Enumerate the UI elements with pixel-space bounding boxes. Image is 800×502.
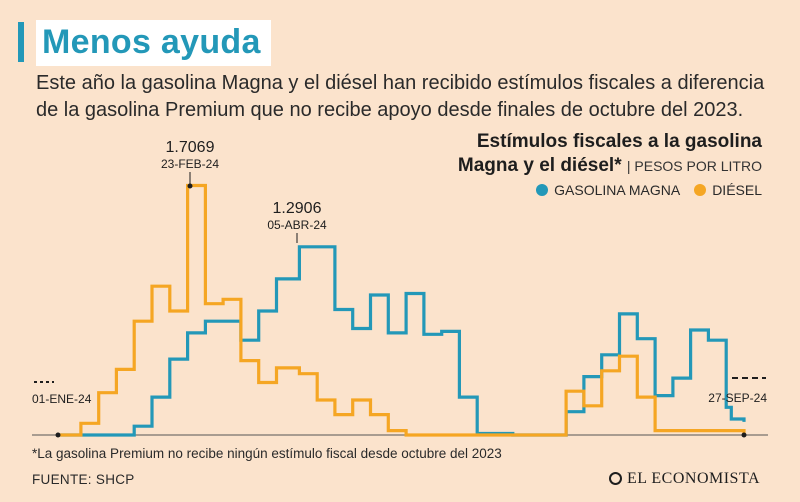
title-accent-bar bbox=[18, 22, 24, 62]
diesel-peak-date: 23-FEB-24 bbox=[161, 157, 219, 171]
chart-title-line1: Estímulos fiscales a la gasolina bbox=[476, 131, 762, 152]
legend-item-diesel: DIÉSEL bbox=[694, 182, 762, 198]
end-label: 27-SEP-24 bbox=[708, 391, 767, 405]
magna-peak-value: 1.2906 bbox=[273, 200, 322, 217]
chart-legend: GASOLINA MAGNA DIÉSEL bbox=[536, 182, 762, 198]
legend-dot-diesel bbox=[694, 184, 707, 196]
chart-unit: | PESOS POR LITRO bbox=[626, 158, 762, 174]
end-point bbox=[741, 432, 747, 438]
start-point bbox=[55, 432, 61, 438]
legend-label-magna: GASOLINA MAGNA bbox=[554, 182, 681, 198]
chart-title: Estímulos fiscales a la gasolina Magna y… bbox=[402, 130, 762, 178]
logo-text: EL ECONOMISTA bbox=[626, 470, 760, 487]
series-layer bbox=[58, 183, 746, 437]
logo-icon bbox=[608, 471, 622, 485]
legend-label-diesel: DIÉSEL bbox=[712, 182, 762, 198]
legend-item-magna: GASOLINA MAGNA bbox=[536, 182, 680, 198]
start-label: 01-ENE-24 bbox=[32, 392, 92, 406]
footnote: *La gasolina Premium no recibe ningún es… bbox=[32, 446, 502, 461]
marks-layer bbox=[57, 185, 745, 436]
chart-title-line2: Magna y el diésel* bbox=[457, 155, 622, 176]
magna-peak-date: 05-ABR-24 bbox=[267, 218, 327, 232]
series-line-magna bbox=[58, 245, 746, 437]
page-title: Menos ayuda bbox=[36, 20, 271, 66]
diesel-peak-value: 1.7069 bbox=[166, 139, 215, 156]
diesel-peak-dot bbox=[187, 183, 193, 189]
legend-dot-magna bbox=[536, 184, 549, 196]
page-subtitle: Este año la gasolina Magna y el diésel h… bbox=[36, 72, 765, 121]
publisher-logo: EL ECONOMISTA bbox=[608, 470, 760, 488]
source: FUENTE: SHCP bbox=[32, 472, 135, 487]
